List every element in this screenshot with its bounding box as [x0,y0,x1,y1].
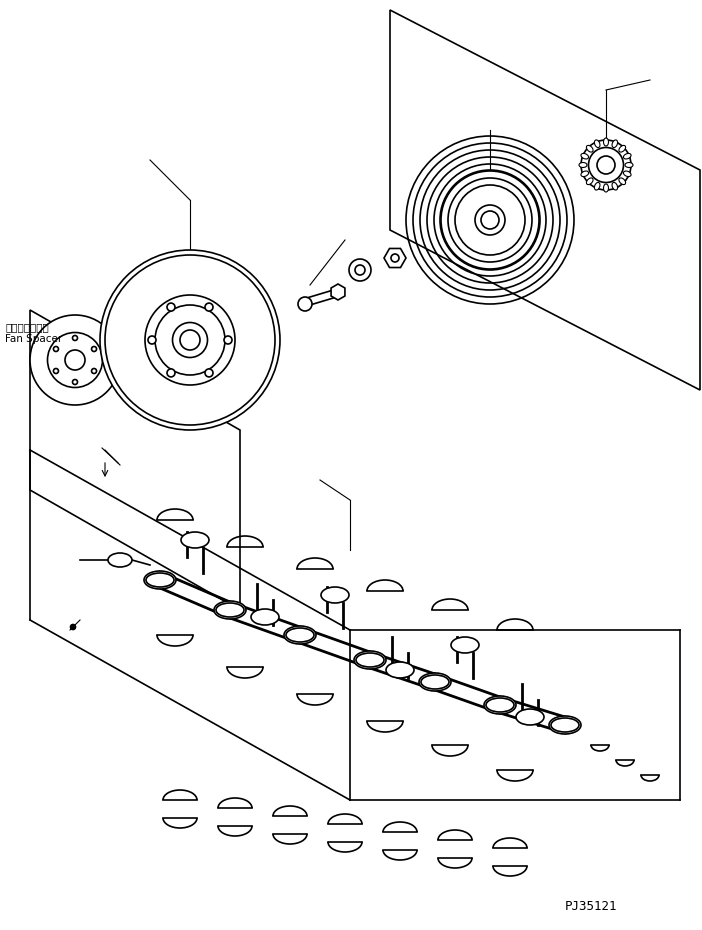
Ellipse shape [586,178,593,184]
Ellipse shape [354,651,386,669]
Ellipse shape [105,255,275,425]
Ellipse shape [586,145,593,153]
Ellipse shape [355,265,365,275]
Ellipse shape [595,140,600,148]
Ellipse shape [597,156,615,174]
Ellipse shape [148,336,156,344]
Ellipse shape [284,626,316,644]
Ellipse shape [484,696,516,714]
Ellipse shape [391,254,399,262]
Ellipse shape [386,662,414,678]
Ellipse shape [419,673,451,691]
Ellipse shape [91,347,97,352]
Polygon shape [30,310,240,610]
Ellipse shape [549,716,581,734]
Ellipse shape [581,153,588,159]
Ellipse shape [619,145,625,153]
Ellipse shape [224,336,232,344]
Text: ファンスペーサ: ファンスペーサ [5,322,48,332]
Ellipse shape [205,303,213,312]
Ellipse shape [475,205,505,235]
Ellipse shape [612,140,618,148]
Ellipse shape [205,369,213,377]
Ellipse shape [144,571,176,589]
Polygon shape [390,10,700,390]
Ellipse shape [623,153,631,159]
Text: PJ35121: PJ35121 [565,900,618,913]
Ellipse shape [579,163,587,167]
Ellipse shape [214,601,246,619]
Ellipse shape [173,323,208,357]
Ellipse shape [481,211,499,229]
Ellipse shape [440,170,540,270]
Ellipse shape [70,625,76,630]
Ellipse shape [91,368,97,374]
Ellipse shape [612,182,618,190]
Ellipse shape [155,305,225,375]
Ellipse shape [581,171,588,177]
Ellipse shape [100,250,280,430]
Ellipse shape [30,315,120,405]
Ellipse shape [167,369,175,377]
Ellipse shape [108,553,132,567]
Ellipse shape [53,347,58,352]
Ellipse shape [65,350,85,370]
Text: Fan Spacer: Fan Spacer [5,334,62,344]
Ellipse shape [604,184,609,192]
Ellipse shape [53,368,58,374]
Ellipse shape [180,330,200,350]
Ellipse shape [251,609,279,625]
Ellipse shape [625,163,633,167]
Ellipse shape [581,140,631,190]
Ellipse shape [623,171,631,177]
Ellipse shape [516,709,544,725]
Ellipse shape [72,336,77,340]
Ellipse shape [72,379,77,384]
Ellipse shape [604,138,609,146]
Ellipse shape [298,297,312,311]
Ellipse shape [167,303,175,312]
Ellipse shape [145,295,235,385]
Ellipse shape [619,178,625,184]
Polygon shape [384,248,406,268]
Ellipse shape [349,259,371,281]
Ellipse shape [451,637,479,653]
Ellipse shape [48,333,102,388]
Ellipse shape [321,587,349,603]
Polygon shape [331,284,345,300]
Ellipse shape [588,148,623,182]
Ellipse shape [181,532,209,548]
Ellipse shape [595,182,600,190]
